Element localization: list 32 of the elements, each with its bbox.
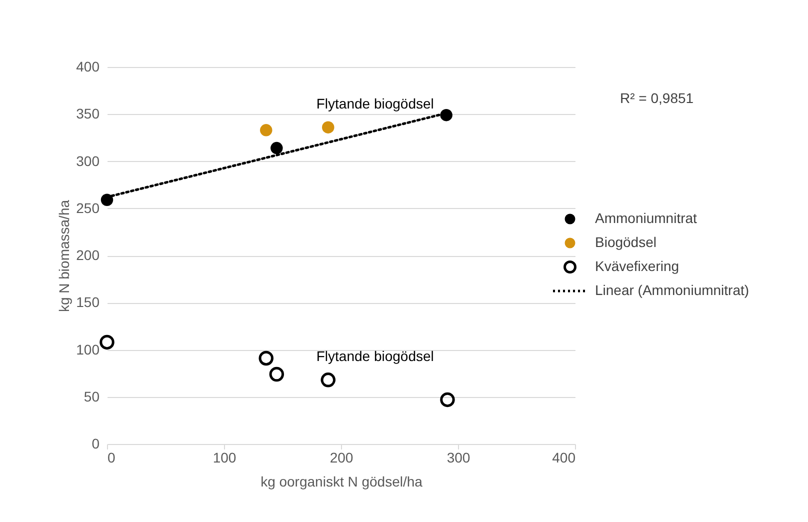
x-tick-label: 0	[108, 450, 116, 466]
x-tick-label: 300	[446, 450, 470, 466]
y-tick-label: 350	[76, 106, 100, 122]
legend-label: Linear (Ammoniumnitrat)	[595, 282, 750, 298]
y-tick-label: 250	[76, 200, 100, 216]
legend-label: Ammoniumnitrat	[595, 210, 698, 226]
point	[260, 124, 272, 136]
point	[440, 392, 455, 408]
legend-label: Kvävefixering	[595, 258, 680, 274]
y-axis-title: kg N biomassa/ha	[56, 200, 72, 312]
annotation: Flytande biogödsel	[316, 348, 434, 364]
point	[100, 334, 114, 350]
text: R² = 0,9851	[620, 90, 694, 106]
point	[258, 350, 274, 366]
y-tick-label: 150	[76, 294, 100, 310]
y-tick-label: 300	[76, 152, 100, 169]
point	[269, 366, 284, 382]
point	[270, 142, 283, 154]
y-tick-label: 0	[92, 436, 100, 452]
point	[440, 108, 452, 122]
legend-label: Biogödsel	[595, 234, 656, 250]
y-tick-label: 100	[76, 341, 100, 358]
point	[320, 372, 336, 388]
x-tick-label: 400	[552, 450, 576, 466]
y-tick-label: 400	[76, 58, 100, 74]
x-axis-title: kg oorganiskt N gödsel/ha	[260, 474, 423, 490]
y-tick-label: 50	[84, 388, 100, 404]
point	[322, 121, 334, 134]
x-tick-label: 200	[330, 450, 354, 466]
y-tick-label: 200	[76, 247, 100, 263]
x-tick-label: 100	[212, 450, 236, 466]
annotation: Flytande biogödsel	[316, 95, 434, 112]
